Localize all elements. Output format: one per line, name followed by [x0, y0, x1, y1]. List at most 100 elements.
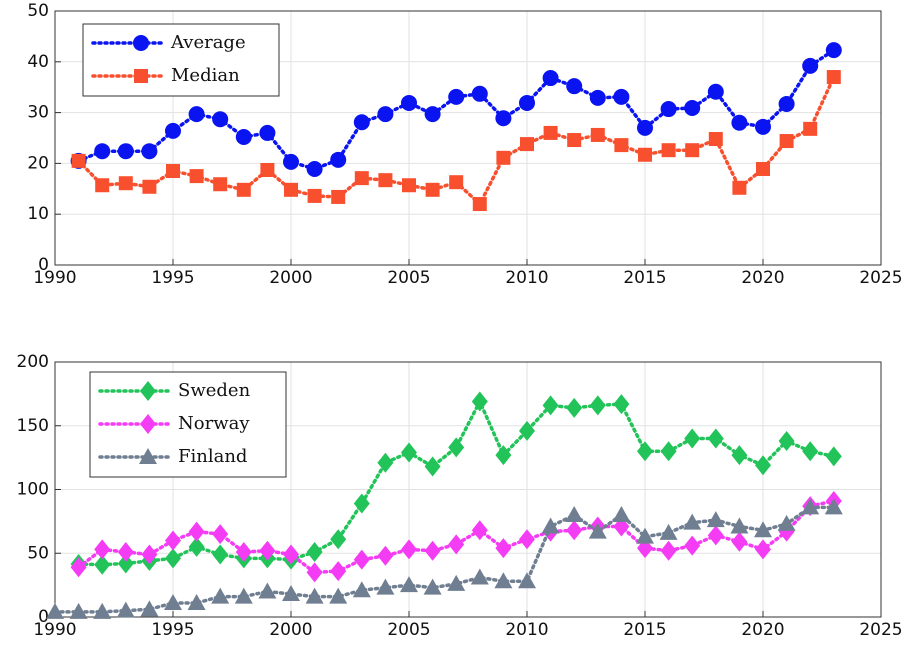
marker [69, 602, 88, 619]
marker [118, 176, 133, 191]
y-tick-label: 0 [38, 607, 49, 627]
legend-label: Finland [178, 446, 247, 467]
marker [165, 530, 181, 551]
marker [802, 441, 819, 462]
marker [353, 114, 370, 131]
x-tick-label: 2020 [741, 620, 784, 640]
marker [448, 88, 465, 105]
marker [212, 111, 229, 128]
marker [94, 554, 111, 575]
marker [331, 189, 346, 204]
marker [449, 175, 464, 190]
marker [95, 178, 110, 193]
marker [377, 452, 394, 473]
marker [116, 601, 135, 618]
x-tick-label: 2010 [505, 620, 548, 640]
marker [684, 535, 701, 556]
x-tick-label: 2025 [859, 268, 902, 288]
x-tick-label: 1990 [33, 268, 76, 288]
y-tick-label: 10 [27, 204, 49, 224]
marker [825, 446, 842, 467]
x-tick-label: 2020 [741, 268, 784, 288]
marker [706, 511, 725, 528]
marker [471, 520, 488, 541]
x-tick-label: 2000 [269, 268, 312, 288]
marker [235, 128, 252, 145]
marker [188, 536, 205, 557]
legend-label: Sweden [178, 380, 251, 401]
x-tick-label: 2010 [505, 268, 548, 288]
marker [425, 182, 440, 197]
marker [685, 143, 700, 158]
marker [495, 538, 512, 559]
y-tick-label: 50 [27, 543, 49, 563]
marker [353, 549, 370, 570]
marker [447, 574, 466, 591]
marker [802, 57, 819, 74]
marker [165, 548, 181, 569]
marker [424, 106, 441, 123]
marker [567, 133, 582, 148]
marker [376, 578, 395, 595]
marker [825, 42, 842, 59]
marker [188, 106, 205, 123]
marker [566, 520, 583, 541]
marker [565, 506, 584, 522]
marker [661, 143, 676, 158]
marker [258, 582, 277, 599]
marker [117, 553, 134, 574]
series-line [53, 505, 836, 614]
marker [613, 394, 630, 415]
marker [777, 514, 796, 531]
marker [402, 178, 416, 193]
marker [589, 395, 606, 416]
marker [754, 521, 772, 538]
marker [235, 541, 252, 562]
marker [142, 179, 157, 194]
marker [589, 89, 606, 106]
marker [424, 540, 441, 561]
marker [660, 441, 677, 462]
marker [779, 134, 794, 149]
marker [471, 391, 488, 412]
y-tick-label: 40 [27, 52, 49, 72]
y-tick-label: 20 [27, 153, 49, 173]
marker [234, 587, 253, 604]
x-tick-label: 2005 [387, 620, 430, 640]
marker [636, 527, 654, 544]
marker [707, 525, 724, 546]
marker [520, 137, 534, 152]
marker [187, 593, 206, 610]
y-tick-label: 0 [38, 255, 49, 275]
marker [566, 78, 583, 95]
marker [543, 125, 558, 140]
marker [683, 513, 702, 530]
legend-label: Average [170, 32, 246, 53]
marker [590, 127, 605, 142]
marker [496, 150, 511, 165]
marker [756, 161, 770, 176]
marker [472, 197, 487, 212]
marker [353, 493, 370, 514]
marker [305, 587, 324, 604]
legend-marker [133, 35, 149, 51]
marker [613, 88, 630, 105]
marker [470, 568, 489, 585]
marker [471, 85, 488, 102]
marker [330, 151, 347, 168]
y-tick-label: 200 [17, 352, 49, 372]
marker [94, 539, 111, 560]
x-tick-label: 1990 [33, 620, 76, 640]
marker [755, 539, 771, 560]
marker [612, 506, 631, 522]
marker [259, 540, 276, 561]
marker [638, 147, 652, 162]
marker [189, 169, 204, 184]
marker [755, 118, 771, 135]
marker [352, 581, 371, 598]
marker [731, 445, 748, 466]
marker [519, 529, 535, 550]
legend-marker [139, 448, 157, 464]
marker [284, 182, 298, 197]
marker [542, 395, 559, 416]
